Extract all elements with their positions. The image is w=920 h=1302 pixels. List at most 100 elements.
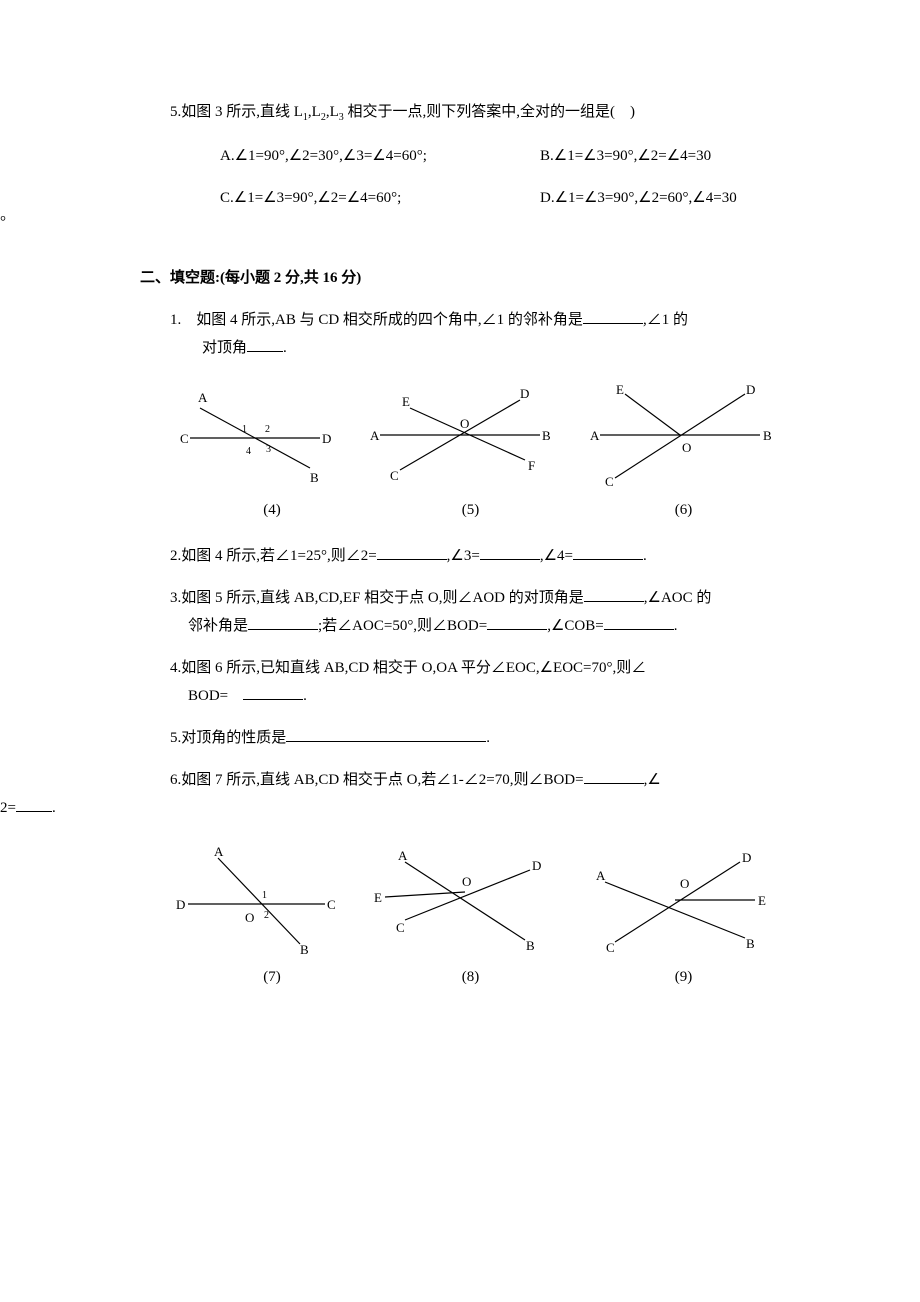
- fig9-A: A: [596, 868, 606, 883]
- q5-text-a: 5.如图 3 所示,直线 L: [170, 104, 303, 120]
- fig9: A B C D E O: [580, 842, 780, 957]
- fig7-B: B: [300, 942, 309, 957]
- fill2: 2.如图 4 所示,若∠1=25°,则∠2=,∠3=,∠4=.: [140, 544, 780, 568]
- fig5-A: A: [370, 428, 380, 443]
- f3-a: 3.如图 5 所示,直线 AB,CD,EF 相交于点 O,则∠AOD 的对顶角是: [170, 590, 584, 606]
- f6-c: 2=: [0, 800, 16, 816]
- page: 5.如图 3 所示,直线 L 1 ,L 2 ,L 3 相交于一点,则下列答案中,全对的一组…: [0, 0, 920, 1071]
- f2-b: ,∠3=: [447, 548, 480, 564]
- blank: [480, 544, 540, 560]
- fig7-A: A: [214, 844, 224, 859]
- fig8-A: A: [398, 848, 408, 863]
- fig5-D: D: [520, 386, 529, 401]
- fill3-line2: 邻补角是 ;若∠AOC=50°,则∠BOD= ,∠COB=.: [140, 614, 780, 638]
- fig7: A B C D O 1 2: [170, 842, 340, 957]
- fig4-4: 4: [246, 446, 251, 457]
- fig5: A B C D E F O: [360, 380, 560, 490]
- q5-row-cd: C.∠1=∠3=90°,∠2=∠4=60°; D.∠1=∠3=90°,∠2=60…: [140, 186, 780, 234]
- fig7-1: 1: [262, 890, 267, 901]
- f2-c: ,∠4=: [540, 548, 573, 564]
- q5-deg: °: [0, 214, 6, 230]
- fig8-D: D: [532, 858, 541, 873]
- fig9-O: O: [680, 876, 689, 891]
- blank: [16, 796, 52, 812]
- blank: [243, 684, 303, 700]
- blank: [487, 614, 547, 630]
- f3-f: .: [674, 618, 678, 634]
- fig7-2: 2: [264, 910, 269, 921]
- fig6: A B C D E O: [580, 380, 780, 490]
- f6-d: .: [52, 800, 56, 816]
- q5-mid1: ,L: [308, 104, 321, 120]
- fig7-C: C: [327, 897, 336, 912]
- fig8-B: B: [526, 938, 535, 953]
- f3-c: 邻补角是: [188, 618, 248, 634]
- fig8-C: C: [396, 920, 405, 935]
- fig5-C: C: [390, 468, 399, 483]
- f4-a: 4.如图 6 所示,已知直线 AB,CD 相交于 O,OA 平分∠EOC,∠EO…: [170, 660, 646, 676]
- fig4-1: 1: [242, 424, 247, 435]
- blank: [247, 336, 283, 352]
- f3-e: ,∠COB=: [547, 618, 604, 634]
- label6: (6): [587, 498, 780, 522]
- f4-c: .: [303, 688, 307, 704]
- q5-text-b: 相交于一点,则下列答案中,全对的一组是( ): [344, 104, 635, 120]
- fig7-D: D: [176, 897, 185, 912]
- q5-mid2: ,L: [326, 104, 339, 120]
- fig9-E: E: [758, 893, 766, 908]
- fill4-line2: BOD= .: [140, 684, 780, 708]
- fig7-O: O: [245, 910, 254, 925]
- label5: (5): [374, 498, 567, 522]
- fig5-E: E: [402, 394, 410, 409]
- f1-d: .: [283, 340, 287, 356]
- fill1-line1: 1. 如图 4 所示,AB 与 CD 相交所成的四个角中,∠1 的邻补角是 ,∠1…: [140, 308, 780, 332]
- fig4-3: 3: [266, 444, 271, 455]
- blank: [573, 544, 643, 560]
- fig8-E: E: [374, 890, 382, 905]
- fig4: A B C D 1 2 3 4: [170, 380, 340, 490]
- label8: (8): [374, 965, 567, 989]
- fig6-D: D: [746, 382, 755, 397]
- label7: (7): [170, 965, 354, 989]
- f5-b: .: [486, 730, 490, 746]
- section2-title: 二、填空题:(每小题 2 分,共 16 分): [140, 266, 780, 290]
- f2-a: 2.如图 4 所示,若∠1=25°,则∠2=: [170, 548, 377, 564]
- label9: (9): [587, 965, 780, 989]
- q5-optD: D.∠1=∠3=90°,∠2=60°,∠4=30: [540, 186, 737, 210]
- f3-d: ;若∠AOC=50°,则∠BOD=: [318, 618, 487, 634]
- blank: [377, 544, 447, 560]
- f1-b: ,∠1 的: [643, 312, 688, 328]
- f1-a: 1. 如图 4 所示,AB 与 CD 相交所成的四个角中,∠1 的邻补角是: [170, 312, 583, 328]
- blank: [604, 614, 674, 630]
- fig6-C: C: [605, 474, 614, 489]
- fig4-B: B: [310, 470, 319, 485]
- fig5-O: O: [460, 416, 469, 431]
- figs-row-456: A B C D 1 2 3 4 A B C D E F O: [170, 380, 780, 490]
- fig5-B: B: [542, 428, 551, 443]
- fig4-2: 2: [265, 424, 270, 435]
- f3-b: ,∠AOC 的: [644, 590, 712, 606]
- q5-row-ab: A.∠1=90°,∠2=30°,∠3=∠4=60°; B.∠1=∠3=90°,∠…: [140, 144, 780, 168]
- fig8: A B C D E O: [360, 842, 560, 957]
- figs-row-789: A B C D O 1 2 A B C D E O: [170, 842, 780, 957]
- fig-labels-789: (7) (8) (9): [170, 965, 780, 989]
- f5-a: 5.对顶角的性质是: [170, 730, 286, 746]
- q5-optB: B.∠1=∠3=90°,∠2=∠4=30: [540, 144, 711, 168]
- blank: [584, 768, 644, 784]
- fig4-D: D: [322, 431, 331, 446]
- section2-label: 二、填空题:(每小题 2 分,共 16 分): [140, 270, 361, 286]
- fig6-A: A: [590, 428, 600, 443]
- f6-a: 6.如图 7 所示,直线 AB,CD 相交于点 O,若∠1-∠2=70,则∠BO…: [170, 772, 584, 788]
- blank: [583, 308, 643, 324]
- fig-labels-456: (4) (5) (6): [170, 498, 780, 522]
- q5-optC: C.∠1=∠3=90°,∠2=∠4=60°;: [220, 186, 540, 210]
- blank: [248, 614, 318, 630]
- fig8-O: O: [462, 874, 471, 889]
- fill4-line1: 4.如图 6 所示,已知直线 AB,CD 相交于 O,OA 平分∠EOC,∠EO…: [140, 656, 780, 680]
- blank: [286, 726, 486, 742]
- q5-stem: 5.如图 3 所示,直线 L1,L2,L3 相交于一点,则下列答案中,全对的一组…: [140, 100, 780, 126]
- fill6-line1: 6.如图 7 所示,直线 AB,CD 相交于点 O,若∠1-∠2=70,则∠BO…: [140, 768, 780, 792]
- fig6-O: O: [682, 440, 691, 455]
- fill3-line1: 3.如图 5 所示,直线 AB,CD,EF 相交于点 O,则∠AOD 的对顶角是…: [140, 586, 780, 610]
- fig4-C: C: [180, 431, 189, 446]
